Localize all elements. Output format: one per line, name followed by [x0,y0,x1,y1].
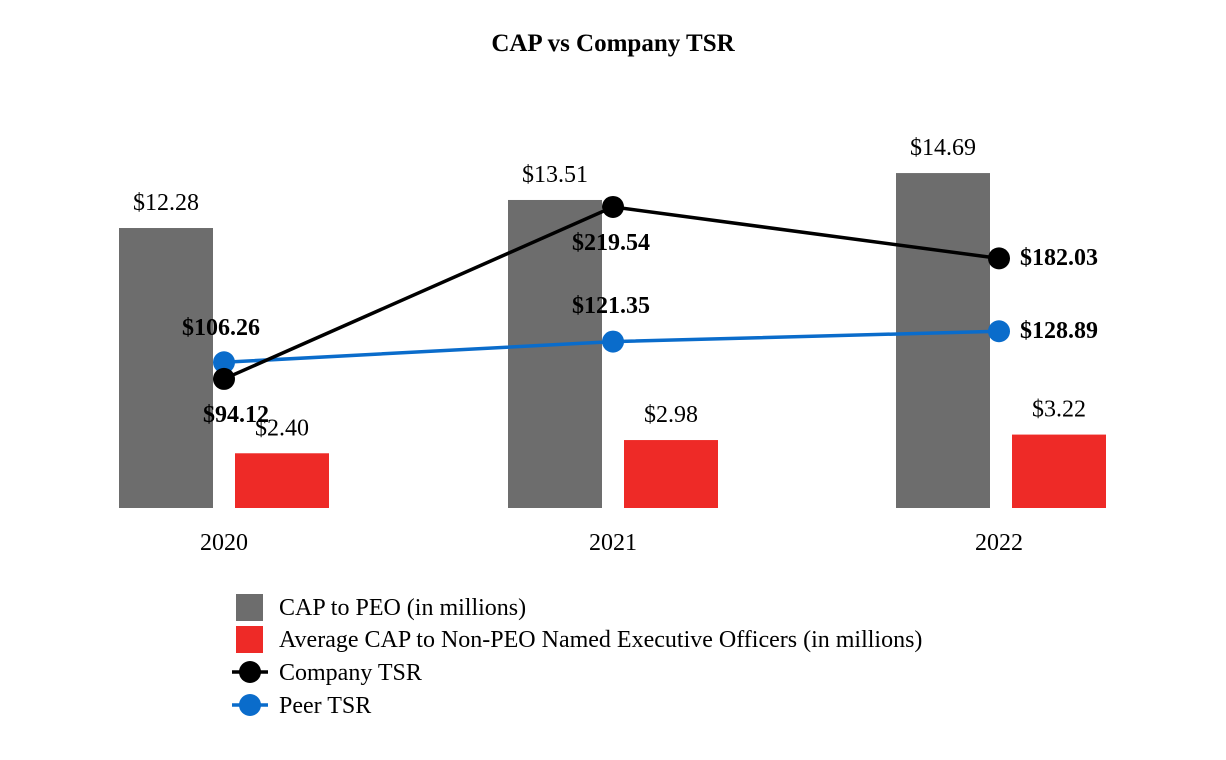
data-label: $13.51 [522,162,588,188]
point-peer-tsr-2021 [602,330,624,353]
data-label: $182.03 [1020,245,1098,271]
bar-cap-non-peo-2020 [235,453,329,508]
legend-marker [239,694,261,716]
point-company-tsr-2021 [602,195,624,218]
point-peer-tsr-2022 [988,320,1010,343]
point-company-tsr-2022 [988,247,1010,270]
legend-label: Company TSR [279,660,422,686]
data-label: $106.26 [182,315,260,341]
data-label: $3.22 [1032,397,1086,423]
legend-label: Peer TSR [279,693,371,719]
data-label: $128.89 [1020,318,1098,344]
data-label: $12.28 [133,190,199,216]
legend-marker [239,661,261,683]
legend-swatch [236,626,263,653]
legend-swatch [236,594,263,621]
data-label: $14.69 [910,135,976,161]
bar-cap-peo-2022 [896,173,990,508]
bar-cap-non-peo-2022 [1012,434,1106,508]
legend: CAP to PEO (in millions) Average CAP to N… [232,594,922,719]
bar-cap-non-peo-2021 [624,440,718,508]
data-label: $219.54 [572,230,650,256]
data-label: $2.98 [644,402,698,428]
bar-cap-peo-2020 [119,228,213,509]
x-tick-label: 2022 [975,530,1023,556]
bar-cap-peo-2021 [508,199,602,509]
point-company-tsr-2020 [213,367,235,390]
x-tick-label: 2021 [589,530,637,556]
legend-label: Average CAP to Non-PEO Named Executive O… [279,627,922,653]
legend-label: CAP to PEO (in millions) [279,595,526,621]
data-label: $121.35 [572,293,650,319]
data-label: $94.12 [203,402,269,428]
data-label: $2.40 [255,415,309,441]
x-tick-label: 2020 [200,530,248,556]
chart-title: CAP vs Company TSR [491,30,735,57]
point-peer-tsr-2020 [213,351,235,374]
